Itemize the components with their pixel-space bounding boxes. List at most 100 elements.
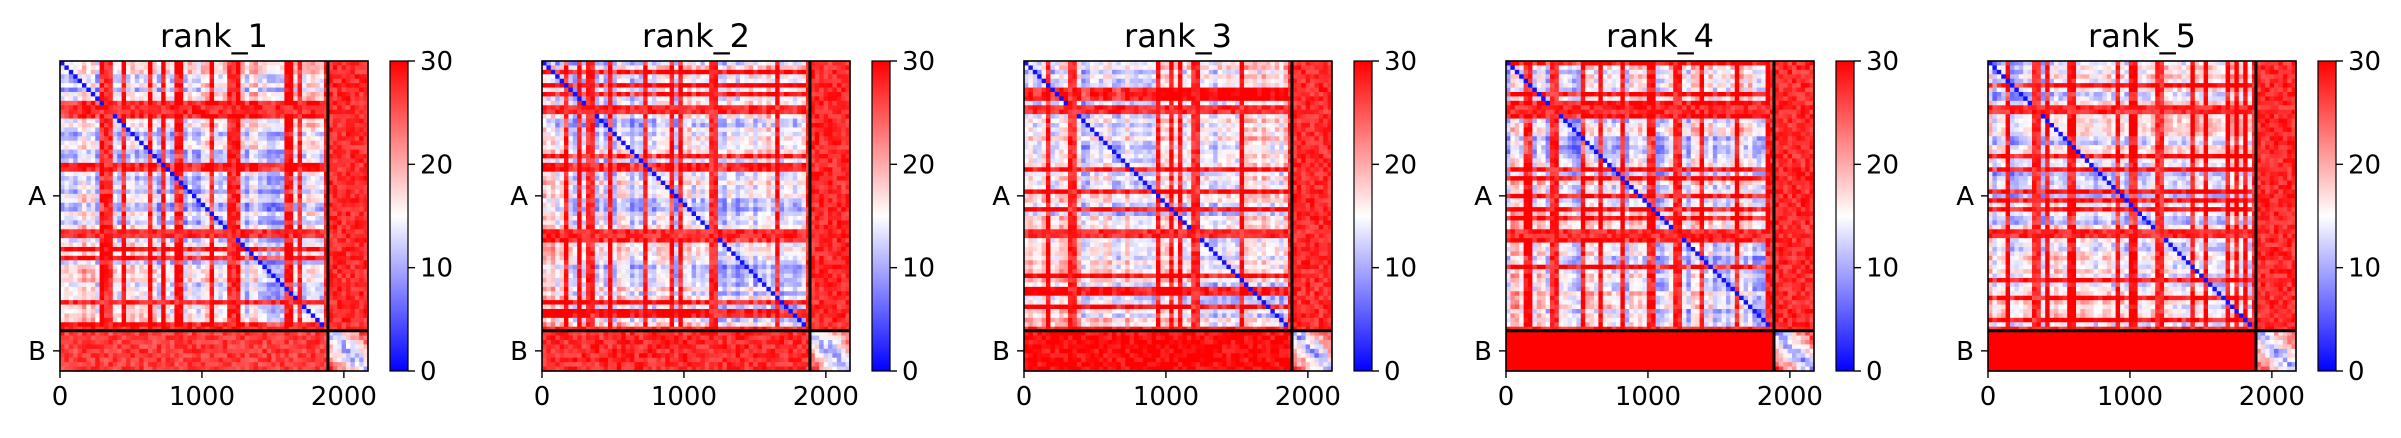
heatmap-cell (157, 92, 162, 97)
heatmap-cell (227, 88, 232, 93)
heatmap-cell (271, 238, 276, 243)
heatmap-cell (249, 251, 254, 256)
heatmap-cell (148, 336, 153, 341)
heatmap-cell (337, 189, 342, 194)
heatmap-cell (69, 318, 74, 323)
heatmap-cell (227, 167, 232, 172)
heatmap-cell (315, 358, 320, 363)
heatmap-cell (346, 349, 351, 354)
heatmap-cell (276, 344, 281, 349)
heatmap-cell (254, 185, 259, 190)
heatmap-cell (214, 278, 219, 283)
heatmap-cell (293, 220, 298, 225)
heatmap-cell (355, 269, 360, 274)
heatmap-cell (218, 322, 223, 327)
heatmap-cell (355, 225, 360, 230)
heatmap-cell (152, 212, 157, 217)
heatmap-cell (262, 274, 267, 279)
subplot-rank_1: rank_10 1000 2000AB0102030 (28, 17, 453, 412)
heatmap-cell (144, 79, 149, 84)
heatmap-cell (342, 362, 347, 367)
heatmap-cell (258, 322, 263, 327)
heatmap-cell (126, 305, 131, 310)
heatmap-cell (311, 65, 316, 70)
heatmap-cell (276, 260, 281, 265)
heatmap-cell (104, 322, 109, 327)
heatmap-cell (78, 88, 83, 93)
heatmap-cell (113, 203, 118, 208)
heatmap-cell (240, 123, 245, 128)
heatmap-cell (152, 247, 157, 252)
heatmap-cell (306, 229, 311, 234)
heatmap-cell (196, 238, 201, 243)
heatmap-cell (69, 203, 74, 208)
heatmap-cell (254, 282, 259, 287)
heatmap-cell (157, 70, 162, 75)
heatmap-cell (245, 336, 250, 341)
heatmap-cell (267, 163, 272, 168)
heatmap-cell (249, 172, 254, 177)
heatmap-cell (333, 225, 338, 230)
heatmap-cell (170, 207, 175, 212)
heatmap-cell (108, 203, 113, 208)
heatmap-cell (293, 336, 298, 341)
heatmap-cell (113, 247, 118, 252)
heatmap-cell (135, 150, 140, 155)
heatmap-cell (152, 313, 157, 318)
heatmap-cell (311, 141, 316, 146)
heatmap-cell (86, 216, 91, 221)
heatmap-cell (64, 313, 69, 318)
heatmap-cell (236, 305, 241, 310)
heatmap-cell (170, 322, 175, 327)
heatmap-cell (232, 158, 237, 163)
heatmap-cell (306, 344, 311, 349)
heatmap-cell (262, 176, 267, 181)
heatmap-cell (210, 274, 215, 279)
heatmap-cell (135, 96, 140, 101)
heatmap-cell (122, 340, 127, 345)
heatmap-cell (139, 269, 144, 274)
heatmap-cell (174, 358, 179, 363)
heatmap-cell (122, 141, 127, 146)
heatmap-cell (311, 145, 316, 150)
heatmap-cell (293, 92, 298, 97)
heatmap-cell (192, 305, 197, 310)
heatmap-cell (302, 105, 307, 110)
heatmap-cell (320, 336, 325, 341)
heatmap-cell (100, 291, 105, 296)
heatmap-cell (249, 198, 254, 203)
heatmap-cell (126, 176, 131, 181)
heatmap-cell (232, 145, 237, 150)
heatmap-cell (359, 194, 364, 199)
heatmap-cell (64, 92, 69, 97)
heatmap-cell (355, 145, 360, 150)
heatmap-cell (113, 105, 118, 110)
heatmap-cell (359, 265, 364, 270)
heatmap-cell (174, 92, 179, 97)
heatmap-cell (240, 70, 245, 75)
heatmap-cell (276, 92, 281, 97)
heatmap-cell (289, 265, 294, 270)
heatmap-cell (280, 269, 285, 274)
heatmap-cell (218, 256, 223, 261)
heatmap-cell (254, 274, 259, 279)
heatmap-cell (293, 300, 298, 305)
heatmap-cell (214, 127, 219, 132)
heatmap-cell (284, 185, 289, 190)
heatmap-cell (78, 65, 83, 70)
heatmap-cell (148, 225, 153, 230)
heatmap-cell (192, 185, 197, 190)
heatmap-cell (82, 234, 87, 239)
heatmap-cell (152, 322, 157, 327)
heatmap-cell (218, 189, 223, 194)
heatmap-cell (249, 247, 254, 252)
heatmap-cell (210, 65, 215, 70)
heatmap-cell (210, 185, 215, 190)
heatmap-cell (258, 296, 263, 301)
heatmap-cell (201, 322, 206, 327)
heatmap-cell (157, 145, 162, 150)
heatmap-cell (130, 136, 135, 141)
heatmap-cell (126, 322, 131, 327)
heatmap-cell (302, 185, 307, 190)
heatmap-cell (276, 220, 281, 225)
